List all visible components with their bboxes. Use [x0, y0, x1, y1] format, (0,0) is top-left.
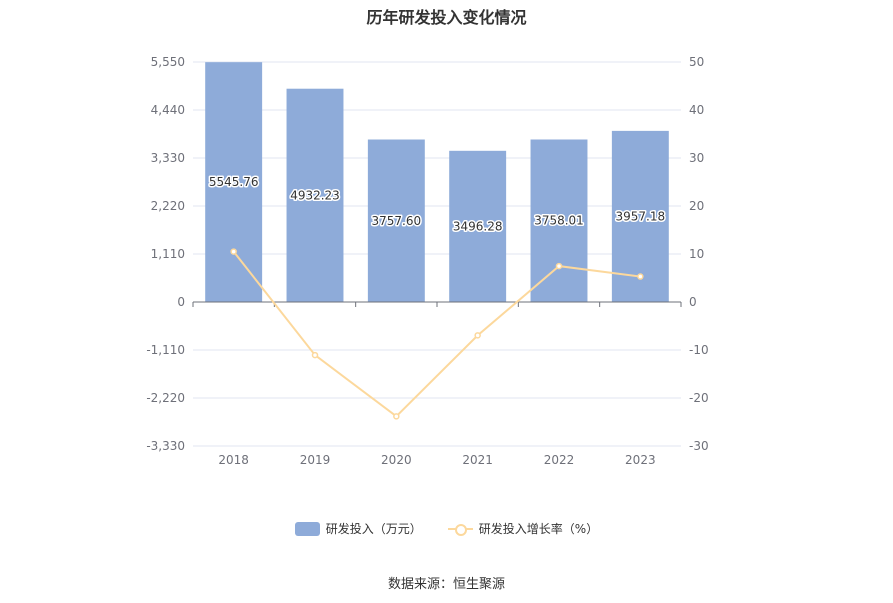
- bar: [205, 62, 263, 302]
- bar-value-label: 3496.28: [453, 219, 503, 233]
- y-left-tick-label: -3,330: [146, 439, 185, 453]
- legend-label-bar: 研发投入（万元）: [325, 522, 422, 536]
- x-tick-label: 2020: [381, 453, 412, 467]
- bar-value-label: 3758.01: [534, 214, 584, 228]
- bar: [286, 88, 344, 302]
- bar: [449, 150, 507, 302]
- growth-point: [311, 351, 319, 359]
- y-right-tick-label: 0: [689, 295, 697, 309]
- y-left-tick-label: 0: [177, 295, 185, 309]
- bar: [530, 139, 588, 302]
- legend-item-bar[interactable]: 研发投入（万元）: [294, 520, 422, 537]
- axes: -3,330 -2,220 -1,110 0 1,110 2,220 3,330 4,440 5…: [146, 55, 708, 467]
- growth-point: [474, 332, 481, 339]
- x-tick-label: 2023: [625, 453, 656, 467]
- y-right-tick-label: 10: [689, 247, 704, 261]
- growth-line: [232, 250, 641, 418]
- y-left-tick-label: 3,330: [151, 151, 185, 165]
- data-labels: 5545.76 4932.23 3757.60 3496.28 3758.01 3957.…: [207, 174, 666, 235]
- y-right-tick-label: 20: [689, 199, 704, 213]
- x-tick-label: 2021: [462, 453, 493, 467]
- bar: [367, 139, 425, 302]
- bar-value-label: 3757.60: [372, 214, 422, 228]
- growth-point: [555, 262, 563, 270]
- y-right-tick-label: 40: [689, 103, 704, 117]
- y-right-tick-label: -10: [689, 343, 709, 357]
- growth-point: [230, 248, 237, 255]
- y-left-tick-label: -2,220: [146, 391, 185, 405]
- y-left-tick-label: -1,110: [146, 343, 185, 357]
- y-left-tick-label: 5,550: [151, 55, 185, 69]
- chart-title: 历年研发投入变化情况: [366, 8, 527, 27]
- growth-point: [393, 413, 400, 420]
- y-left-tick-label: 2,220: [151, 199, 185, 213]
- x-tick-label: 2019: [300, 453, 331, 467]
- x-tick-label: 2022: [544, 453, 575, 467]
- y-left-tick-label: 4,440: [151, 103, 185, 117]
- legend-bar-swatch: [294, 521, 320, 536]
- bar-value-label: 3957.18: [616, 209, 666, 223]
- data-source: 数据来源：恒生聚源: [387, 577, 505, 592]
- legend: 研发投入（万元） 研发投入增长率（%）: [0, 520, 893, 537]
- bar-value-label: 5545.76: [209, 175, 259, 189]
- y-right-tick-label: -20: [689, 391, 709, 405]
- y-left-tick-label: 1,110: [151, 247, 185, 261]
- legend-label-line: 研发投入增长率（%）: [478, 522, 599, 536]
- x-tick-label: 2018: [218, 453, 249, 467]
- legend-item-line[interactable]: 研发投入增长率（%）: [447, 520, 599, 537]
- legend-line-swatch: [447, 522, 473, 536]
- growth-point: [637, 273, 644, 280]
- y-right-tick-label: -30: [689, 439, 709, 453]
- grid-lines: [193, 61, 681, 447]
- bar-value-label: 4932.23: [290, 188, 340, 202]
- y-right-tick-label: 50: [689, 55, 704, 69]
- line-series: [230, 248, 644, 420]
- y-right-tick-label: 30: [689, 151, 704, 165]
- bar-series: [205, 62, 669, 302]
